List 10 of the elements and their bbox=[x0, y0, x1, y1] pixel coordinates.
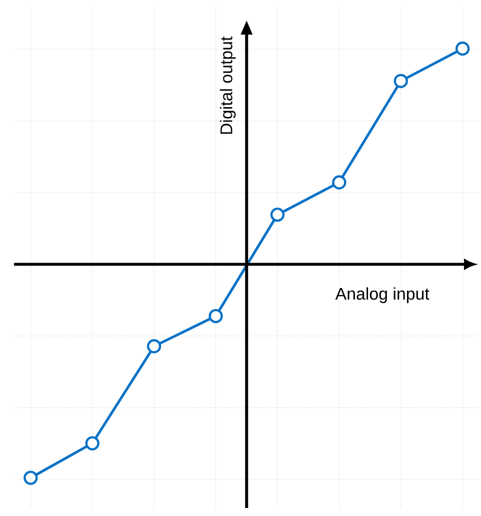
point bbox=[270, 208, 285, 222]
point bbox=[146, 339, 162, 354]
point bbox=[332, 175, 346, 190]
point bbox=[85, 436, 100, 450]
x-axis-title: Analog input bbox=[335, 287, 430, 304]
point bbox=[208, 308, 223, 324]
y-axis-title: Digital output bbox=[220, 36, 236, 134]
point bbox=[455, 42, 470, 56]
point bbox=[24, 470, 38, 485]
point bbox=[394, 74, 408, 88]
